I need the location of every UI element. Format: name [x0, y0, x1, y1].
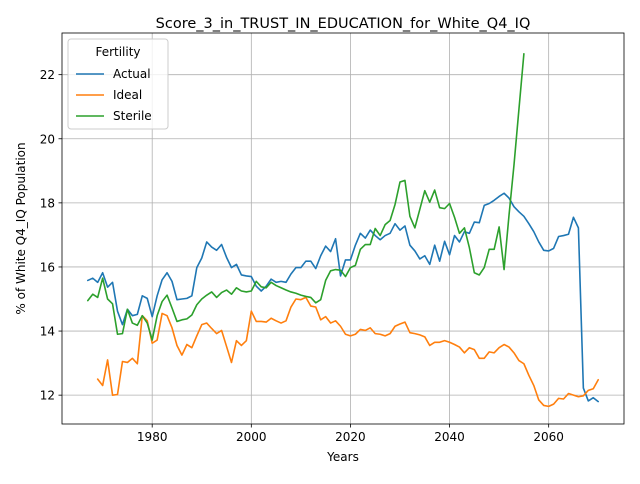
x-tick-label: 2020	[335, 430, 366, 444]
x-tick-label: 2000	[236, 430, 267, 444]
y-tick-label: 18	[40, 196, 55, 210]
legend: Fertility Actual Ideal Sterile	[67, 38, 169, 130]
x-axis-label: Years	[326, 450, 359, 464]
grid	[62, 33, 624, 424]
y-tick-label: 12	[40, 389, 55, 403]
legend-label-actual: Actual	[113, 67, 151, 81]
x-tick-label: 2040	[434, 430, 465, 444]
legend-title: Fertility	[95, 45, 140, 59]
x-tick-label: 1980	[137, 430, 168, 444]
legend-label-sterile: Sterile	[113, 109, 152, 123]
y-tick-label: 22	[40, 68, 55, 82]
series-line-ideal	[96, 296, 600, 408]
y-axis-label: % of White Q4_IQ Population	[14, 142, 28, 314]
y-tick-label: 16	[40, 260, 55, 274]
y-tick-label: 20	[40, 132, 55, 146]
legend-label-ideal: Ideal	[113, 88, 142, 102]
y-axis-ticks: 12 14 16 18 20 22	[40, 68, 62, 403]
x-tick-label: 2060	[533, 430, 564, 444]
plot-area-frame	[61, 32, 625, 425]
legend-items: Actual Ideal Sterile	[76, 67, 152, 123]
series-line-actual	[86, 192, 600, 403]
legend-box	[67, 38, 169, 130]
series-line-sterile	[86, 53, 525, 341]
series-lines	[86, 53, 600, 408]
x-axis-ticks: 1980 2000 2020 2040 2060	[137, 424, 564, 444]
y-tick-label: 14	[40, 325, 55, 339]
chart-title: Score_3_in_TRUST_IN_EDUCATION_for_White_…	[156, 16, 531, 32]
